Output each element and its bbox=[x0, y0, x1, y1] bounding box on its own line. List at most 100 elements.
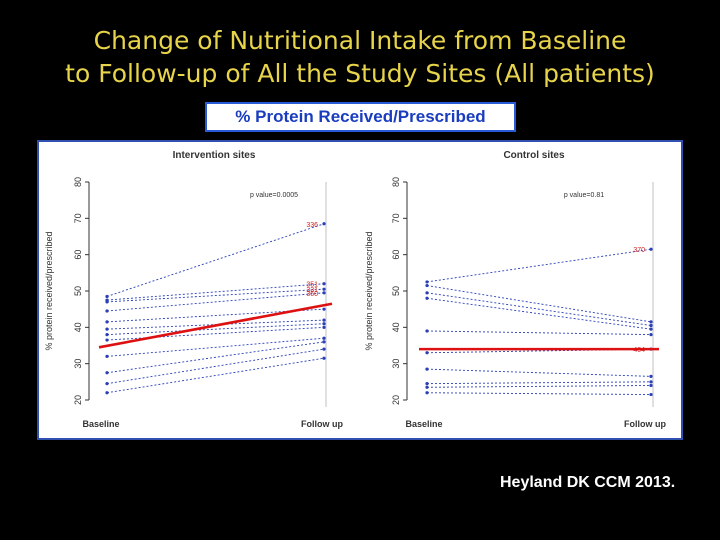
site-end-label: 370 bbox=[633, 247, 645, 254]
site-series-line bbox=[426, 285, 652, 323]
site-series-line bbox=[426, 385, 652, 388]
site-point-followup bbox=[322, 318, 326, 322]
site-series-line bbox=[106, 292, 325, 312]
site-series-line bbox=[106, 348, 325, 385]
x-category-label: Follow up bbox=[624, 419, 666, 429]
slide-title-line2: to Follow-up of All the Study Sites (All… bbox=[65, 59, 655, 88]
site-point-followup bbox=[649, 320, 653, 324]
site-point-baseline bbox=[425, 329, 429, 333]
site-series-line bbox=[426, 292, 652, 326]
site-point-followup bbox=[322, 287, 326, 291]
site-series-line bbox=[426, 381, 652, 385]
x-category-label: Follow up bbox=[301, 419, 343, 429]
site-point-followup bbox=[322, 322, 326, 326]
x-category-label: Baseline bbox=[405, 419, 442, 429]
site-point-baseline bbox=[105, 327, 109, 331]
site-point-baseline bbox=[105, 320, 109, 324]
site-point-baseline bbox=[425, 280, 429, 284]
y-tick-label: 60 bbox=[73, 250, 83, 260]
site-series-line bbox=[426, 297, 652, 330]
site-point-baseline bbox=[105, 382, 109, 386]
site-point-baseline bbox=[105, 354, 109, 358]
y-axis-label: % protein received/prescribed bbox=[364, 231, 374, 350]
site-point-baseline bbox=[105, 338, 109, 342]
site-point-followup bbox=[649, 374, 653, 378]
site-series-line bbox=[106, 341, 325, 374]
subtitle-box: % Protein Received/Prescribed bbox=[205, 102, 516, 132]
site-point-followup bbox=[322, 222, 326, 226]
site-point-baseline bbox=[425, 391, 429, 395]
site-point-followup bbox=[322, 336, 326, 340]
y-tick-label: 20 bbox=[391, 395, 401, 405]
site-series-line bbox=[426, 248, 652, 283]
citation: Heyland DK CCM 2013. bbox=[500, 474, 676, 491]
y-tick-label: 70 bbox=[391, 213, 401, 223]
site-point-followup bbox=[322, 340, 326, 344]
y-tick-label: 80 bbox=[73, 177, 83, 187]
site-series-line bbox=[426, 368, 652, 377]
site-series-line bbox=[106, 337, 325, 357]
site-point-followup bbox=[649, 323, 653, 328]
site-point-followup bbox=[322, 282, 326, 286]
site-end-label: 360 bbox=[306, 291, 318, 298]
site-series-line bbox=[426, 348, 652, 354]
y-tick-label: 50 bbox=[73, 286, 83, 296]
slide-title-line1: Change of Nutritional Intake from Baseli… bbox=[93, 26, 627, 55]
y-tick-label: 70 bbox=[73, 213, 83, 223]
site-series-line bbox=[106, 288, 325, 303]
subtitle: % Protein Received/Prescribed bbox=[235, 107, 486, 126]
site-point-followup bbox=[322, 325, 326, 329]
site-point-baseline bbox=[425, 296, 429, 300]
y-tick-label: 30 bbox=[73, 359, 83, 369]
y-tick-label: 40 bbox=[73, 322, 83, 332]
mean-line bbox=[98, 302, 333, 349]
x-category-label: Baseline bbox=[82, 419, 119, 429]
site-series-line bbox=[106, 357, 325, 394]
y-tick-label: 50 bbox=[391, 286, 401, 296]
site-point-baseline bbox=[105, 391, 109, 395]
site-point-baseline bbox=[425, 382, 429, 386]
y-tick-label: 20 bbox=[73, 395, 83, 405]
site-point-baseline bbox=[425, 385, 429, 389]
site-point-baseline bbox=[105, 294, 109, 299]
site-point-baseline bbox=[105, 300, 109, 304]
panel-title: Control sites bbox=[503, 150, 565, 161]
charts-svg: Intervention sites 20 30 40 50 60 70 80 % protei… bbox=[44, 150, 666, 429]
y-tick-label: 30 bbox=[391, 359, 401, 369]
y-tick-label: 80 bbox=[391, 177, 401, 187]
site-point-followup bbox=[649, 380, 653, 384]
site-point-baseline bbox=[425, 283, 429, 288]
site-end-label: 336 bbox=[306, 222, 318, 229]
site-point-followup bbox=[649, 333, 653, 337]
site-point-followup bbox=[322, 356, 326, 360]
site-series-line bbox=[426, 392, 652, 395]
slide-title: Change of Nutritional Intake from Baseli… bbox=[0, 24, 720, 90]
site-point-followup bbox=[649, 327, 653, 331]
site-series-line bbox=[426, 330, 652, 336]
site-end-label: 404 bbox=[633, 347, 645, 354]
site-series-line bbox=[106, 223, 325, 297]
y-tick-label: 40 bbox=[391, 322, 401, 332]
site-point-followup bbox=[322, 291, 326, 295]
y-axis-label: % protein received/prescribed bbox=[44, 231, 54, 350]
site-point-baseline bbox=[425, 291, 429, 295]
site-point-followup bbox=[322, 347, 326, 351]
site-point-baseline bbox=[425, 351, 429, 355]
p-value-annotation: p value=0.81 bbox=[564, 192, 604, 199]
site-point-followup bbox=[649, 392, 653, 397]
site-point-baseline bbox=[105, 333, 109, 337]
p-value-annotation: p value=0.0005 bbox=[250, 192, 298, 199]
site-series-line bbox=[106, 323, 325, 336]
site-point-baseline bbox=[105, 309, 109, 313]
site-point-baseline bbox=[105, 371, 109, 375]
site-point-baseline bbox=[425, 367, 429, 371]
chart-frame: Intervention sites 20 30 40 50 60 70 80 % protei… bbox=[37, 140, 683, 440]
site-end-label: 331 bbox=[306, 287, 318, 294]
y-tick-label: 60 bbox=[391, 250, 401, 260]
panel-title: Intervention sites bbox=[173, 150, 256, 161]
site-point-followup bbox=[649, 383, 653, 388]
site-point-followup bbox=[649, 247, 653, 251]
site-series-line bbox=[106, 283, 325, 301]
site-point-followup bbox=[322, 307, 326, 311]
site-end-label: 351 bbox=[306, 282, 318, 289]
